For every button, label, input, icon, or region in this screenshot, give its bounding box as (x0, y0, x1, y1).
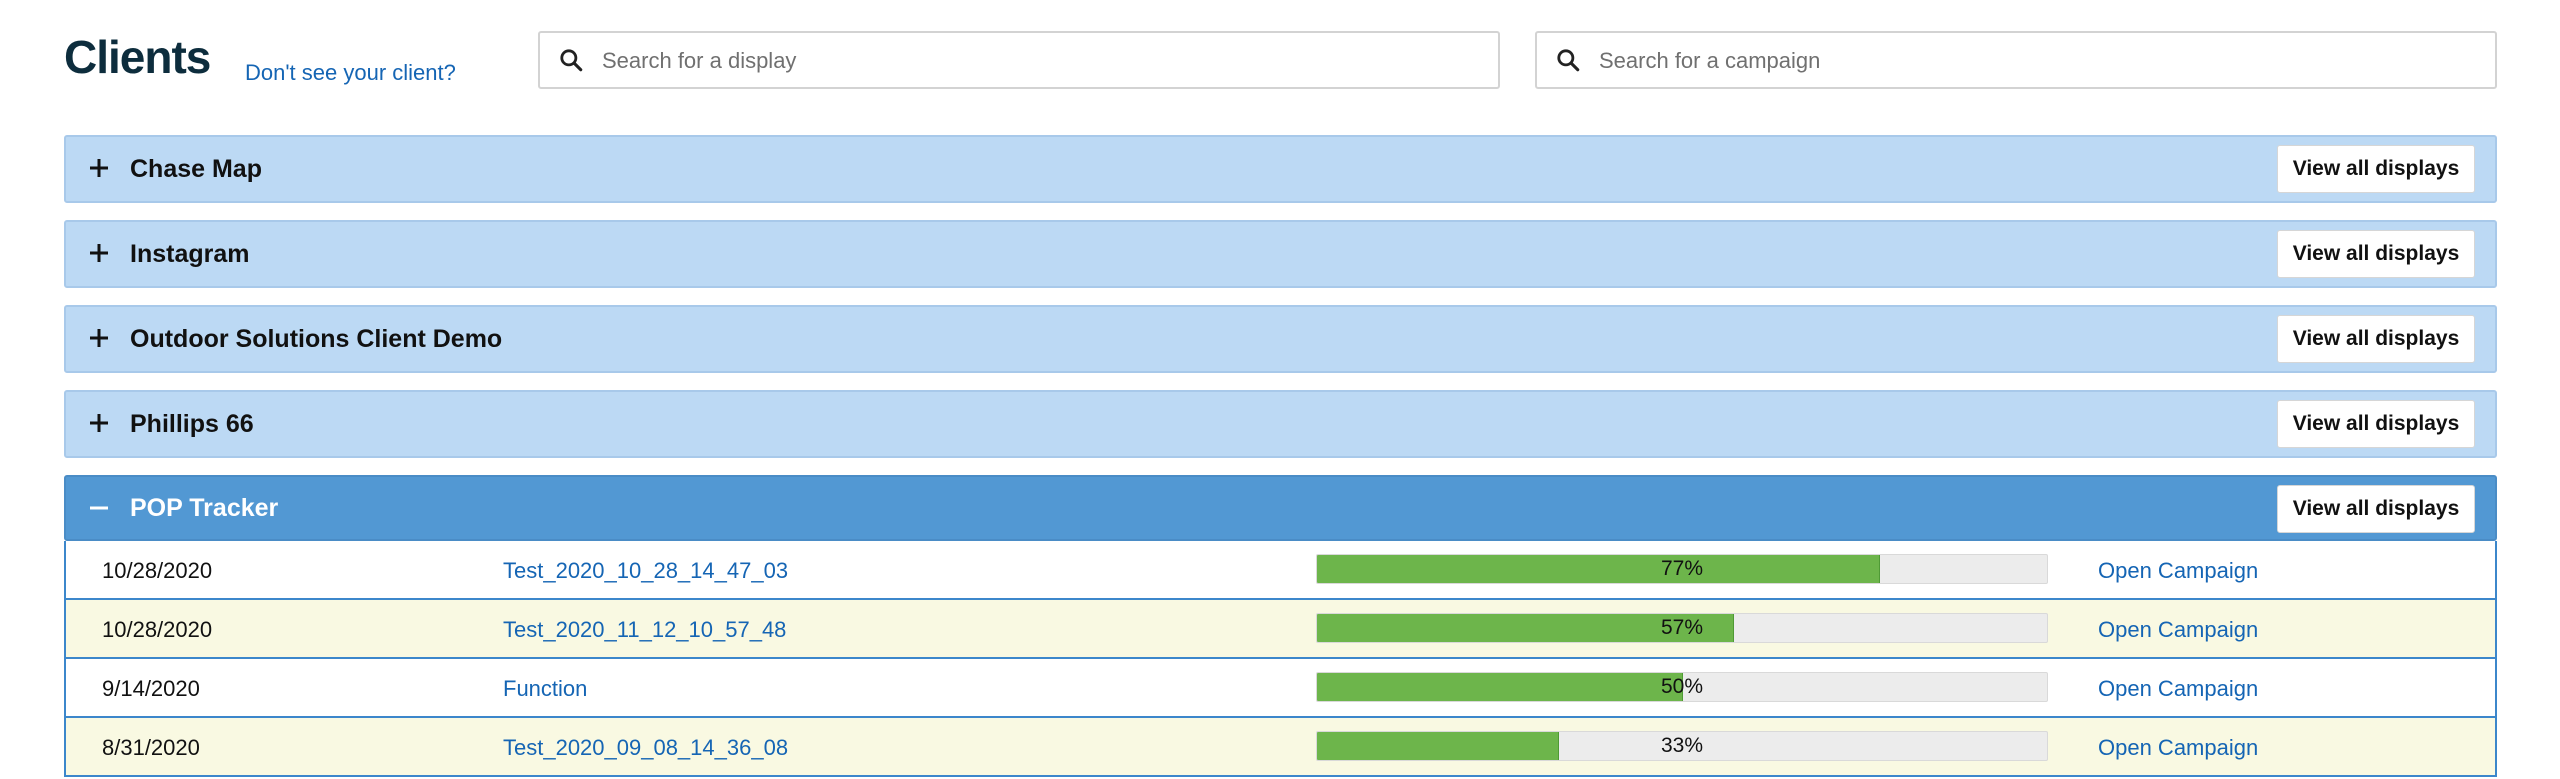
progress-bar: 50% (1316, 672, 2048, 702)
view-all-displays-button[interactable]: View all displays (2277, 315, 2475, 363)
progress-bar: 33% (1316, 731, 2048, 761)
client-header-chase-map[interactable]: Chase Map View all displays (64, 135, 2497, 203)
view-all-displays-button[interactable]: View all displays (2277, 485, 2475, 533)
campaign-date: 10/28/2020 (102, 617, 213, 642)
progress-fill (1317, 614, 1735, 642)
open-campaign-link[interactable]: Open Campaign (2098, 617, 2259, 642)
campaign-date: 8/31/2020 (102, 735, 200, 760)
client-name: POP Tracker (130, 494, 279, 522)
plus-icon[interactable] (88, 412, 110, 434)
display-search-box[interactable] (538, 31, 1500, 89)
campaign-search-box[interactable] (1535, 31, 2497, 89)
client-name: Chase Map (130, 155, 262, 183)
table-row: 8/31/2020 Test_2020_09_08_14_36_08 33% O… (64, 718, 2497, 777)
campaign-name-link[interactable]: Test_2020_10_28_14_47_03 (503, 558, 789, 583)
plus-icon[interactable] (88, 327, 110, 349)
page-title: Clients (64, 31, 211, 83)
table-row: 10/28/2020 Test_2020_10_28_14_47_03 77% … (64, 541, 2497, 600)
progress-fill (1317, 673, 1683, 701)
client-name: Outdoor Solutions Client Demo (130, 325, 503, 353)
open-campaign-link[interactable]: Open Campaign (2098, 676, 2259, 701)
campaign-name-link[interactable]: Test_2020_09_08_14_36_08 (503, 735, 789, 760)
client-name: Instagram (130, 240, 250, 268)
campaign-name-link[interactable]: Test_2020_11_12_10_57_48 (503, 617, 787, 642)
progress-label: 33% (1660, 734, 1704, 757)
plus-icon[interactable] (88, 157, 110, 179)
view-all-displays-button[interactable]: View all displays (2277, 400, 2475, 448)
search-icon (560, 49, 583, 72)
client-header-outdoor-solutions[interactable]: Outdoor Solutions Client Demo View all d… (64, 305, 2497, 373)
display-search-input[interactable] (600, 33, 1484, 89)
campaign-date: 9/14/2020 (102, 676, 200, 701)
progress-bar: 77% (1316, 554, 2048, 584)
progress-label: 77% (1660, 557, 1704, 580)
missing-client-link[interactable]: Don't see your client? (245, 60, 456, 85)
view-all-displays-button[interactable]: View all displays (2277, 230, 2475, 278)
campaign-search-input[interactable] (1597, 33, 2481, 89)
client-name: Phillips 66 (130, 410, 254, 438)
progress-fill (1317, 732, 1559, 760)
campaign-date: 10/28/2020 (102, 558, 213, 583)
page-header: Clients Don't see your client? (0, 0, 2560, 120)
plus-icon[interactable] (88, 242, 110, 264)
table-row: 9/14/2020 Function 50% Open Campaign (64, 659, 2497, 718)
open-campaign-link[interactable]: Open Campaign (2098, 558, 2259, 583)
client-header-instagram[interactable]: Instagram View all displays (64, 220, 2497, 288)
progress-fill (1317, 555, 1881, 583)
open-campaign-link[interactable]: Open Campaign (2098, 735, 2259, 760)
campaign-name-link[interactable]: Function (503, 676, 588, 701)
client-header-pop-tracker[interactable]: POP Tracker View all displays (64, 475, 2497, 541)
progress-label: 57% (1660, 616, 1704, 639)
search-icon (1557, 49, 1580, 72)
minus-icon[interactable] (88, 497, 110, 519)
client-header-phillips-66[interactable]: Phillips 66 View all displays (64, 390, 2497, 458)
progress-bar: 57% (1316, 613, 2048, 643)
progress-label: 50% (1660, 675, 1704, 698)
view-all-displays-button[interactable]: View all displays (2277, 145, 2475, 193)
table-row: 10/28/2020 Test_2020_11_12_10_57_48 57% … (64, 600, 2497, 659)
